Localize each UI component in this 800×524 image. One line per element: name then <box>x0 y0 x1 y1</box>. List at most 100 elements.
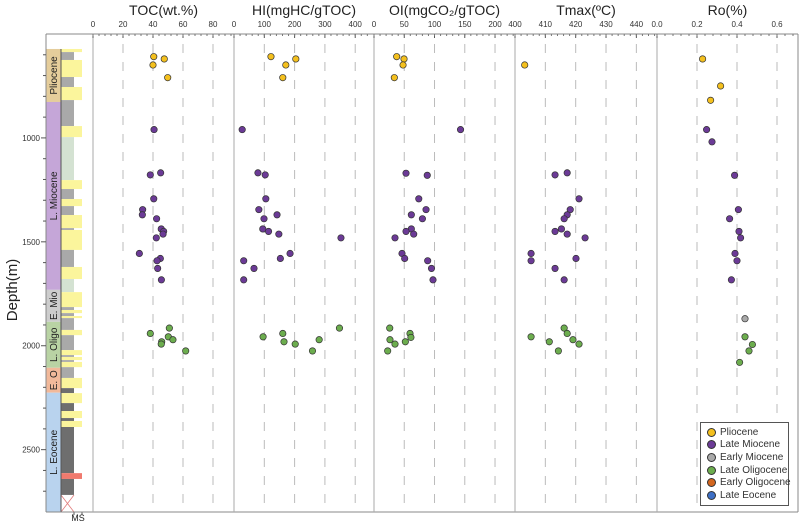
data-point-late-miocene <box>275 230 283 238</box>
lithology-shale <box>61 318 74 330</box>
lithology-shale <box>61 52 74 60</box>
data-point-late-oligocene <box>308 347 317 355</box>
lithology-green <box>61 279 74 293</box>
epoch-band <box>46 101 61 290</box>
data-point-late-miocene <box>264 227 273 235</box>
y-tick-label: 2000 <box>22 342 40 351</box>
lithology-dark <box>61 478 74 495</box>
x-tick-label: 150 <box>458 20 472 29</box>
x-tick-label: 0 <box>91 20 96 29</box>
lithology-sand <box>61 48 82 53</box>
grid-lines <box>122 44 778 512</box>
data-point-late-miocene <box>560 215 568 223</box>
legend-label: Early Oligocene <box>720 477 791 489</box>
lithology-sand <box>61 350 82 356</box>
data-point-late-oligocene <box>741 333 749 341</box>
data-point-late-oligocene <box>575 340 583 348</box>
data-point-late-miocene <box>150 126 158 134</box>
data-point-late-miocene <box>407 211 415 219</box>
data-point-pliocene <box>699 55 707 63</box>
data-point-pliocene <box>717 82 725 90</box>
data-point-late-miocene <box>551 227 559 235</box>
epoch-band <box>46 367 61 393</box>
x-tick-label: 200 <box>488 20 502 29</box>
data-point-pliocene <box>393 53 401 61</box>
data-point-late-miocene <box>557 225 565 233</box>
data-point-late-miocene <box>703 126 711 134</box>
data-point-late-miocene <box>551 171 559 179</box>
data-point-late-miocene <box>255 206 263 214</box>
data-point-late-oligocene <box>386 324 394 332</box>
data-point-late-miocene <box>424 257 432 265</box>
data-point-pliocene <box>164 74 172 82</box>
lithology-dark <box>61 426 74 474</box>
x-tick-label: 400 <box>349 20 363 29</box>
y-tick-label: 1000 <box>22 134 40 143</box>
data-point-late-miocene <box>402 169 410 177</box>
lithology-sand <box>61 86 82 101</box>
data-point-late-oligocene <box>736 358 744 366</box>
data-point-late-miocene <box>581 234 589 242</box>
data-point-late-oligocene <box>335 324 344 332</box>
lithology-sand <box>61 309 82 314</box>
column-label-ms: MS <box>71 513 85 523</box>
data-point-late-miocene <box>159 230 167 238</box>
data-point-late-miocene <box>456 126 465 134</box>
data-point-late-miocene <box>254 169 262 177</box>
x-tick-label: 80 <box>209 20 218 29</box>
data-point-late-oligocene <box>569 336 577 344</box>
data-point-pliocene <box>149 61 157 69</box>
x-tick-label: 420 <box>569 20 583 29</box>
data-point-late-miocene <box>429 276 437 284</box>
x-tick-label: 20 <box>119 20 128 29</box>
lithology-sand <box>61 199 82 207</box>
data-point-late-oligocene <box>280 338 288 346</box>
data-point-late-oligocene <box>407 333 415 341</box>
lithology-shale <box>61 313 74 317</box>
lithology-shale <box>61 206 74 216</box>
data-point-late-miocene <box>154 264 162 272</box>
x-tick-label: 0 <box>372 20 377 29</box>
x-tick-label: 0.6 <box>771 20 783 29</box>
legend-item: Late Oligocene <box>707 464 788 477</box>
legend-label: Pliocene <box>720 426 759 438</box>
data-points <box>135 53 756 366</box>
data-point-late-miocene <box>575 195 583 203</box>
data-point-pliocene <box>267 53 275 61</box>
epoch-label: E. O <box>49 370 60 390</box>
legend: Pliocene Late Miocene Early Miocene Late… <box>700 422 791 506</box>
data-point-pliocene <box>521 61 529 69</box>
epoch-label: L. Oligo <box>49 327 60 362</box>
lithology-sand <box>61 316 82 319</box>
data-point-late-miocene <box>402 227 410 235</box>
data-point-late-miocene <box>731 171 739 179</box>
legend-item: Late Eocene <box>707 489 788 502</box>
data-point-late-oligocene <box>560 324 568 332</box>
lithology-sand <box>61 292 82 308</box>
legend-item: Early Oligocene <box>707 476 791 489</box>
x-tick-label: 300 <box>318 20 332 29</box>
epoch-label: E. Mio <box>49 291 60 320</box>
lithology-sand <box>61 393 82 404</box>
data-point-late-miocene <box>259 225 267 233</box>
data-point-late-oligocene <box>391 340 399 348</box>
data-point-late-miocene <box>708 138 716 146</box>
y-axis-label: Depth(m) <box>4 259 21 322</box>
lithology-green <box>61 137 74 181</box>
legend-marker-early-miocene <box>707 452 716 462</box>
legend-marker-late-oligocene <box>707 465 716 475</box>
data-point-late-miocene <box>418 215 426 223</box>
data-point-late-miocene <box>566 206 574 214</box>
lithology-sand <box>61 266 82 280</box>
data-point-late-miocene <box>727 276 735 284</box>
data-point-late-miocene <box>415 195 423 203</box>
data-point-late-miocene <box>273 211 281 219</box>
data-point-late-oligocene <box>384 347 392 355</box>
lithology-shale <box>61 228 74 230</box>
legend-marker-late-eocene <box>707 490 716 500</box>
legend-marker-early-oligocene <box>707 478 716 488</box>
data-point-late-miocene <box>286 249 294 258</box>
data-point-late-oligocene <box>554 347 562 355</box>
